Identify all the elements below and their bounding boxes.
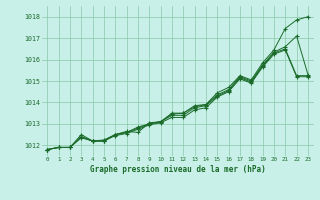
X-axis label: Graphe pression niveau de la mer (hPa): Graphe pression niveau de la mer (hPa) <box>90 165 266 174</box>
